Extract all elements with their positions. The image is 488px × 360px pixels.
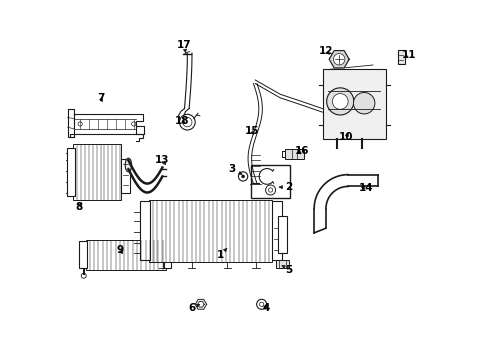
Circle shape	[332, 94, 347, 109]
Text: 13: 13	[155, 156, 169, 165]
Circle shape	[333, 54, 344, 65]
Text: 7: 7	[97, 93, 104, 103]
Text: 18: 18	[175, 116, 189, 126]
Bar	[79, 242, 87, 268]
Bar	[284, 149, 304, 158]
Text: 12: 12	[318, 46, 332, 56]
Bar	[250, 165, 289, 198]
Text: 8: 8	[76, 202, 83, 212]
Text: 14: 14	[358, 183, 372, 193]
Text: 16: 16	[294, 147, 308, 157]
Text: 10: 10	[338, 132, 353, 142]
Text: 17: 17	[176, 40, 191, 53]
Text: 15: 15	[244, 126, 258, 136]
Polygon shape	[328, 51, 348, 68]
Text: 11: 11	[401, 50, 415, 60]
Circle shape	[241, 175, 244, 178]
Bar	[276, 260, 288, 267]
Bar	[85, 240, 165, 270]
Text: 2: 2	[279, 182, 292, 192]
Bar	[397, 50, 404, 64]
Text: 1: 1	[216, 248, 226, 260]
Bar	[67, 148, 75, 196]
Bar	[140, 202, 150, 260]
Ellipse shape	[125, 158, 131, 172]
Bar	[73, 144, 121, 200]
Bar	[278, 216, 287, 253]
Text: 5: 5	[282, 265, 292, 275]
Bar	[323, 69, 385, 139]
Bar	[164, 242, 171, 268]
Polygon shape	[195, 300, 206, 309]
Circle shape	[353, 93, 374, 114]
Bar	[121, 158, 130, 193]
Circle shape	[326, 88, 353, 115]
Text: 4: 4	[263, 302, 270, 312]
Text: 6: 6	[187, 302, 200, 312]
Bar	[148, 200, 271, 262]
Bar	[271, 202, 282, 260]
Text: 3: 3	[228, 164, 242, 174]
Polygon shape	[197, 302, 203, 307]
Text: 9: 9	[116, 245, 123, 255]
